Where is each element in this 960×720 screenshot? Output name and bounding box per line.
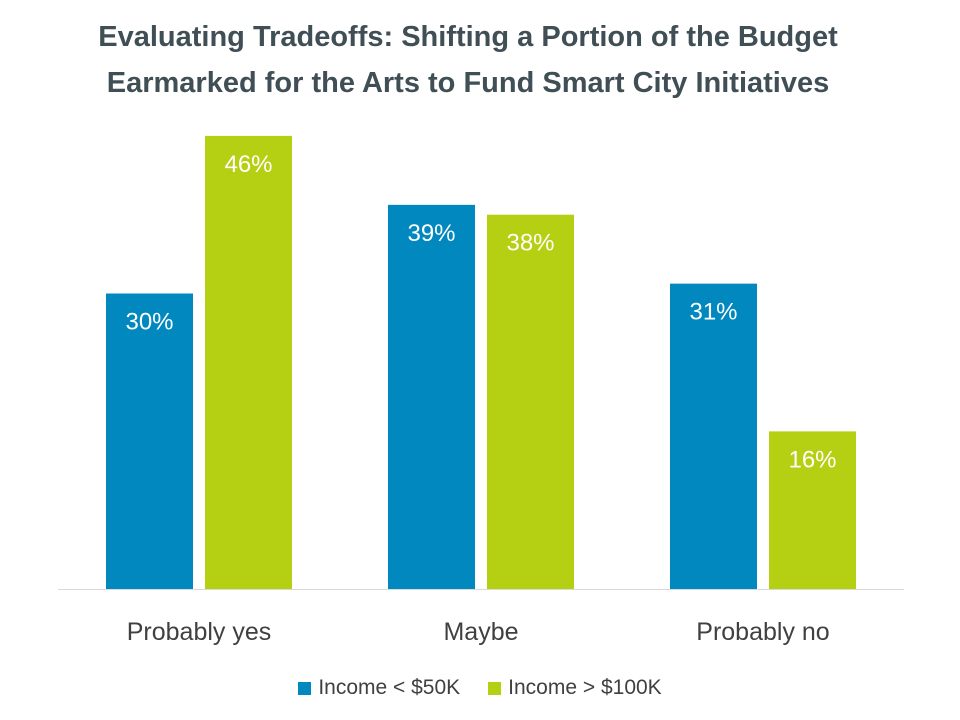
data-label-probably-yes-series-1: 30% <box>125 309 173 336</box>
data-label-maybe-series-2: 38% <box>506 230 554 257</box>
bar-probably-no-series-1 <box>670 283 757 589</box>
data-label-probably-yes-series-2: 46% <box>224 151 272 178</box>
data-label-maybe-series-1: 39% <box>407 220 455 247</box>
bar-probably-no-series-2 <box>769 431 856 589</box>
category-label-probably-yes: Probably yes <box>127 618 272 646</box>
bar-chart: 30% 46% Probably yes 39% 38% Maybe 31% 16% Proba… <box>58 135 904 646</box>
data-label-probably-no-series-2: 16% <box>788 446 836 473</box>
bar-maybe-series-1 <box>388 204 475 589</box>
chart-title-line-1: Evaluating Tradeoffs: Shifting a Portion… <box>98 21 838 53</box>
category-label-probably-no: Probably no <box>696 618 829 646</box>
chart-title-line-2: Earmarked for the Arts to Fund Smart Cit… <box>106 67 830 99</box>
bar-maybe-series-2 <box>487 214 574 589</box>
data-label-probably-no-series-1: 31% <box>689 299 737 326</box>
chart-title: Evaluating Tradeoffs: Shifting a Portion… <box>0 14 936 106</box>
legend-swatch-income-under-50k <box>298 681 312 695</box>
bar-probably-yes-series-1 <box>106 293 193 589</box>
legend-label-income-over-100k: Income > $100K <box>508 676 662 699</box>
legend-item-income-over-100k: Income > $100K <box>488 676 662 700</box>
bar-probably-yes-series-2 <box>205 135 292 589</box>
legend-swatch-income-over-100k <box>488 681 502 695</box>
legend-label-income-under-50k: Income < $50K <box>318 676 461 699</box>
legend: Income < $50K Income > $100K <box>0 676 960 700</box>
legend-item-income-under-50k: Income < $50K <box>298 676 460 700</box>
category-label-maybe: Maybe <box>443 618 518 646</box>
